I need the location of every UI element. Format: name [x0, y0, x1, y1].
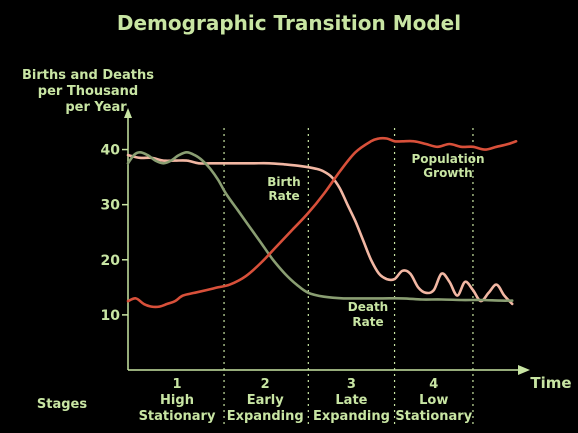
- death-rate-label-line-1: Death: [348, 300, 388, 314]
- y-tick-label-20: 20: [101, 253, 121, 269]
- y-axis-label-line-2: per Thousand: [38, 84, 138, 99]
- axis-layer: [124, 108, 530, 375]
- chart-title: Demographic Transition Model: [117, 11, 461, 35]
- y-tick-label-30: 30: [101, 198, 121, 214]
- death-rate-label-line-2: Rate: [352, 315, 383, 329]
- x-axis-label: Time: [530, 374, 571, 392]
- stage-3-name-line-1: Late: [335, 393, 367, 408]
- stage-2-name-line-2: Expanding: [227, 409, 304, 424]
- y-tick-label-40: 40: [101, 143, 121, 159]
- series-layer: [126, 136, 518, 309]
- y-axis-label-line-1: Births and Deaths: [22, 68, 154, 83]
- y-tick-label-10: 10: [101, 308, 121, 324]
- stage-2-number: 2: [261, 377, 270, 392]
- death-series-line: [126, 151, 514, 302]
- x-axis-arrowhead: [518, 365, 530, 375]
- stage-1-name-line-1: High: [160, 393, 194, 408]
- stages-label: Stages: [37, 397, 87, 412]
- stage-4-number: 4: [429, 377, 438, 392]
- stage-4-name-line-2: Stationary: [395, 409, 472, 424]
- population-growth-label-line-1: Population: [411, 152, 484, 166]
- population-growth-label-line-2: Growth: [423, 166, 472, 180]
- y-axis-label-line-3: per Year: [65, 100, 127, 115]
- birth-rate-label-line-1: Birth: [267, 175, 300, 189]
- stage-1-name-line-2: Stationary: [139, 409, 216, 424]
- population-series-line: [126, 136, 518, 309]
- stage-2-name-line-1: Early: [247, 393, 285, 408]
- stage-1-number: 1: [172, 377, 181, 392]
- stage-3-name-line-2: Expanding: [313, 409, 390, 424]
- stage-4-name-line-1: Low: [419, 393, 448, 408]
- stage-3-number: 3: [347, 377, 356, 392]
- y-tick-layer: 10 20 30 40: [101, 143, 128, 324]
- birth-rate-label-line-2: Rate: [268, 189, 299, 203]
- stage-label-layer: 1HighStationary2EarlyExpanding3LateExpan…: [139, 377, 473, 424]
- y-axis-arrowhead: [124, 108, 132, 118]
